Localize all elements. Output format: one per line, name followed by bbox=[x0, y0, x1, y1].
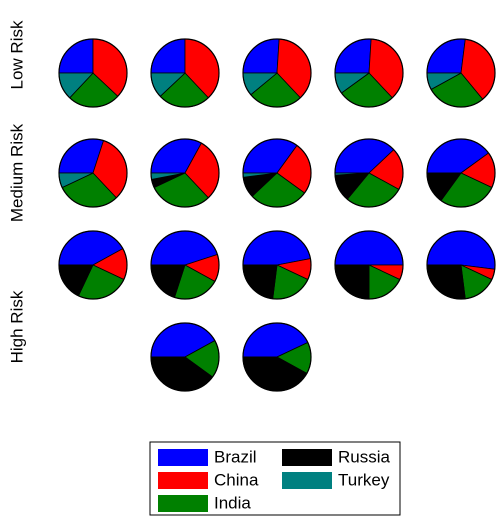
pie-slice bbox=[242, 230, 311, 266]
row-label: Medium Risk bbox=[7, 123, 26, 222]
pie-outline bbox=[150, 322, 220, 392]
row-label: Low Risk bbox=[7, 20, 26, 89]
pie-outline bbox=[426, 138, 496, 208]
legend-swatch bbox=[158, 449, 208, 466]
pie-slice bbox=[334, 38, 372, 74]
pie-outline bbox=[242, 38, 312, 108]
pie-slice bbox=[334, 230, 404, 266]
pie-outline bbox=[242, 322, 312, 392]
pie-outline bbox=[242, 230, 312, 300]
pie-outline bbox=[426, 38, 496, 108]
pie-outline bbox=[242, 138, 312, 208]
legend-label: Russia bbox=[338, 447, 391, 466]
legend-label: Turkey bbox=[338, 470, 390, 489]
pie-outline bbox=[150, 38, 220, 108]
pie-outline bbox=[334, 138, 404, 208]
legend-swatch bbox=[282, 449, 332, 466]
legend-swatch bbox=[282, 472, 332, 489]
pie-outline bbox=[334, 230, 404, 300]
pie-outline bbox=[58, 230, 128, 300]
legend-swatch bbox=[158, 472, 208, 489]
pie-slice bbox=[426, 264, 466, 300]
pie-outline bbox=[150, 230, 220, 300]
pie-outline bbox=[58, 38, 128, 108]
pie-slice bbox=[242, 38, 280, 74]
row-label: High Risk bbox=[7, 290, 26, 363]
legend-label: China bbox=[214, 470, 259, 489]
pie-outline bbox=[58, 138, 128, 208]
pie-outline bbox=[426, 230, 496, 300]
pie-slice bbox=[426, 38, 466, 74]
pie-slice bbox=[426, 230, 496, 270]
legend-label: Brazil bbox=[214, 447, 257, 466]
pie-outline bbox=[150, 138, 220, 208]
legend-label: India bbox=[214, 493, 251, 512]
pie-outline bbox=[334, 38, 404, 108]
legend-swatch bbox=[158, 495, 208, 512]
